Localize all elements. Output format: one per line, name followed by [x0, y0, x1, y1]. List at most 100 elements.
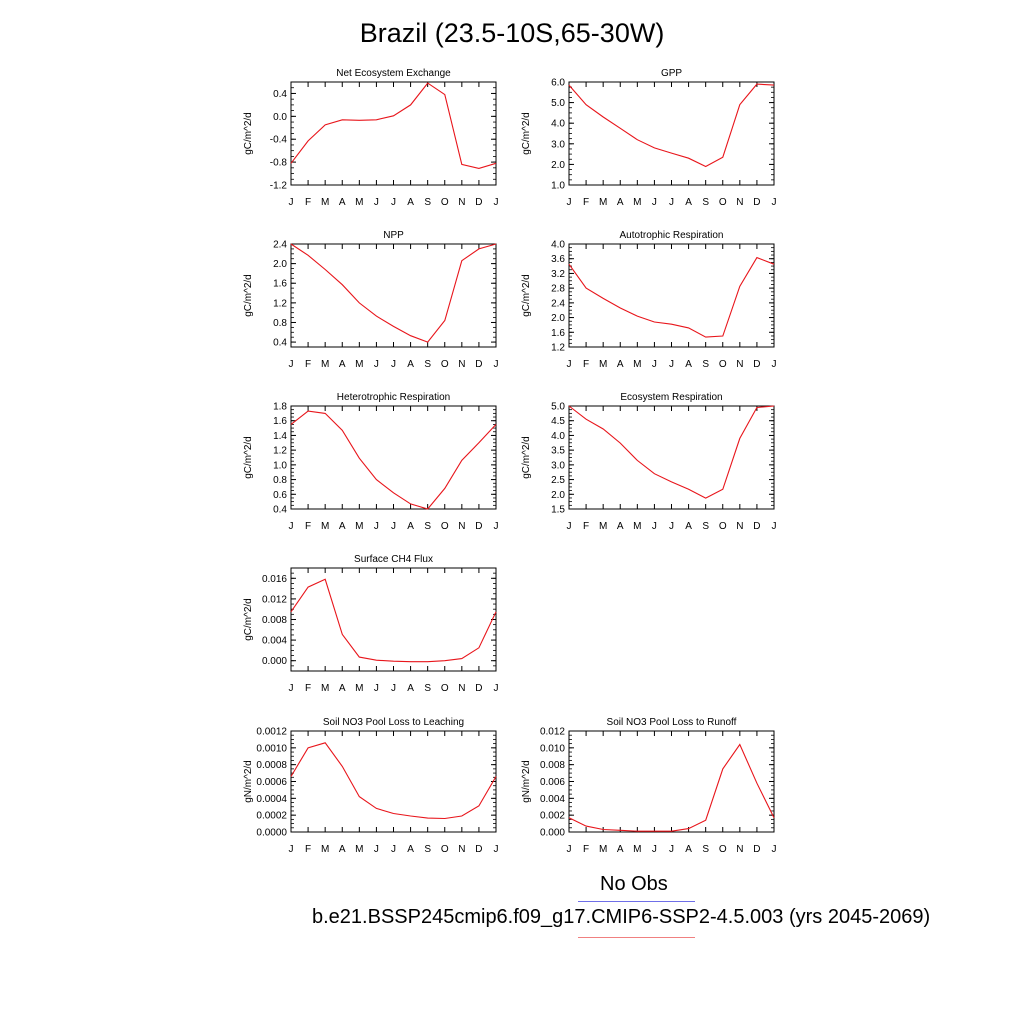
x-tick-label: S [424, 844, 431, 855]
x-tick-label: N [458, 683, 465, 694]
y-tick-label: 0.016 [262, 574, 287, 585]
y-tick-label: 2.5 [551, 475, 565, 486]
x-tick-label: A [339, 844, 346, 855]
x-tick-label: M [355, 359, 363, 370]
y-tick-label: 0.002 [540, 811, 565, 822]
y-tick-label: 4.5 [551, 416, 565, 427]
x-tick-label: A [339, 197, 346, 208]
x-tick-label: J [669, 521, 674, 532]
series-line [568, 83, 775, 168]
x-tick-label: J [289, 359, 294, 370]
x-tick-label: J [669, 197, 674, 208]
y-tick-label: -1.2 [270, 181, 288, 192]
series-line [290, 742, 497, 820]
y-axis-label: gC/m^2/d [521, 436, 532, 479]
plot-frame [290, 243, 497, 348]
panel-title: Autotrophic Respiration [620, 230, 724, 241]
x-tick-label: N [458, 359, 465, 370]
chart-panel: Ecosystem Respiration gC/m^2/d 1.5 2.0 2.5 3.… [521, 392, 777, 532]
x-tick-label: J [391, 197, 396, 208]
x-tick-label: D [753, 197, 760, 208]
x-tick-label: S [424, 683, 431, 694]
x-tick-label: M [321, 197, 329, 208]
y-tick-label: 4.0 [551, 240, 565, 251]
panel-title: Heterotrophic Respiration [337, 392, 450, 403]
x-tick-label: S [702, 197, 709, 208]
y-tick-label: 0.0006 [256, 777, 287, 788]
plot-frame [290, 81, 497, 186]
x-tick-label: J [494, 197, 499, 208]
plot-frame [568, 405, 775, 510]
y-axis-label: gN/m^2/d [243, 760, 254, 803]
x-tick-label: O [719, 197, 727, 208]
x-tick-label: S [702, 359, 709, 370]
x-tick-label: N [736, 521, 743, 532]
x-tick-label: J [391, 359, 396, 370]
y-tick-label: 0.012 [262, 594, 287, 605]
x-tick-label: S [424, 197, 431, 208]
y-tick-label: 0.004 [262, 636, 287, 647]
panel-title: Net Ecosystem Exchange [336, 68, 451, 79]
x-tick-label: N [736, 197, 743, 208]
x-tick-label: D [753, 359, 760, 370]
y-tick-label: 2.4 [551, 298, 565, 309]
x-tick-label: A [407, 521, 414, 532]
y-tick-label: 0.008 [262, 615, 287, 626]
y-tick-label: 1.6 [551, 328, 565, 339]
y-tick-label: 1.2 [273, 446, 287, 457]
x-tick-label: M [321, 683, 329, 694]
y-tick-label: 4.0 [551, 119, 565, 130]
chart-panel: Soil NO3 Pool Loss to Runoff gN/m^2/d 0.00… [521, 717, 777, 855]
x-tick-label: A [339, 521, 346, 532]
x-tick-label: F [583, 844, 589, 855]
y-axis-label: gC/m^2/d [521, 112, 532, 155]
y-tick-label: 5.0 [551, 98, 565, 109]
y-tick-label: 2.4 [273, 240, 287, 251]
x-tick-label: F [305, 683, 311, 694]
y-tick-label: 5.0 [551, 402, 565, 413]
x-tick-label: M [355, 521, 363, 532]
y-tick-label: 1.5 [551, 505, 565, 516]
x-tick-label: D [475, 844, 482, 855]
y-tick-label: 0.4 [273, 505, 287, 516]
x-tick-label: A [685, 521, 692, 532]
x-tick-label: N [458, 521, 465, 532]
y-tick-label: 0.006 [540, 777, 565, 788]
x-tick-label: J [494, 683, 499, 694]
y-axis-label: gC/m^2/d [243, 436, 254, 479]
chart-panel: Net Ecosystem Exchange gC/m^2/d -1.2 -0.8 -0… [243, 68, 499, 208]
plot-frame [290, 730, 497, 833]
y-tick-label: 2.0 [551, 160, 565, 171]
x-tick-label: O [441, 359, 449, 370]
y-tick-label: 1.0 [551, 181, 565, 192]
x-tick-label: A [617, 359, 624, 370]
x-tick-label: J [772, 359, 777, 370]
y-tick-label: 0.4 [273, 338, 287, 349]
x-tick-label: O [719, 521, 727, 532]
x-tick-label: M [633, 197, 641, 208]
x-tick-label: O [441, 197, 449, 208]
x-tick-label: F [305, 359, 311, 370]
y-tick-label: 0.8 [273, 318, 287, 329]
plot-frame [568, 243, 775, 348]
x-tick-label: J [391, 521, 396, 532]
y-tick-label: 0.0002 [256, 811, 287, 822]
x-tick-label: J [374, 359, 379, 370]
x-tick-label: N [458, 844, 465, 855]
y-tick-label: 0.4 [273, 89, 287, 100]
x-tick-label: N [458, 197, 465, 208]
x-tick-label: J [772, 197, 777, 208]
x-tick-label: F [305, 197, 311, 208]
x-tick-label: A [407, 844, 414, 855]
y-tick-label: 3.6 [551, 254, 565, 265]
x-tick-label: J [289, 683, 294, 694]
plot-frame [568, 730, 775, 833]
x-tick-label: N [736, 844, 743, 855]
x-tick-label: F [305, 521, 311, 532]
series-line [568, 256, 775, 338]
chart-panel: Soil NO3 Pool Loss to LeachinggN/m^2/d0.… [243, 717, 499, 855]
x-tick-label: A [407, 197, 414, 208]
y-tick-label: 1.6 [273, 279, 287, 290]
